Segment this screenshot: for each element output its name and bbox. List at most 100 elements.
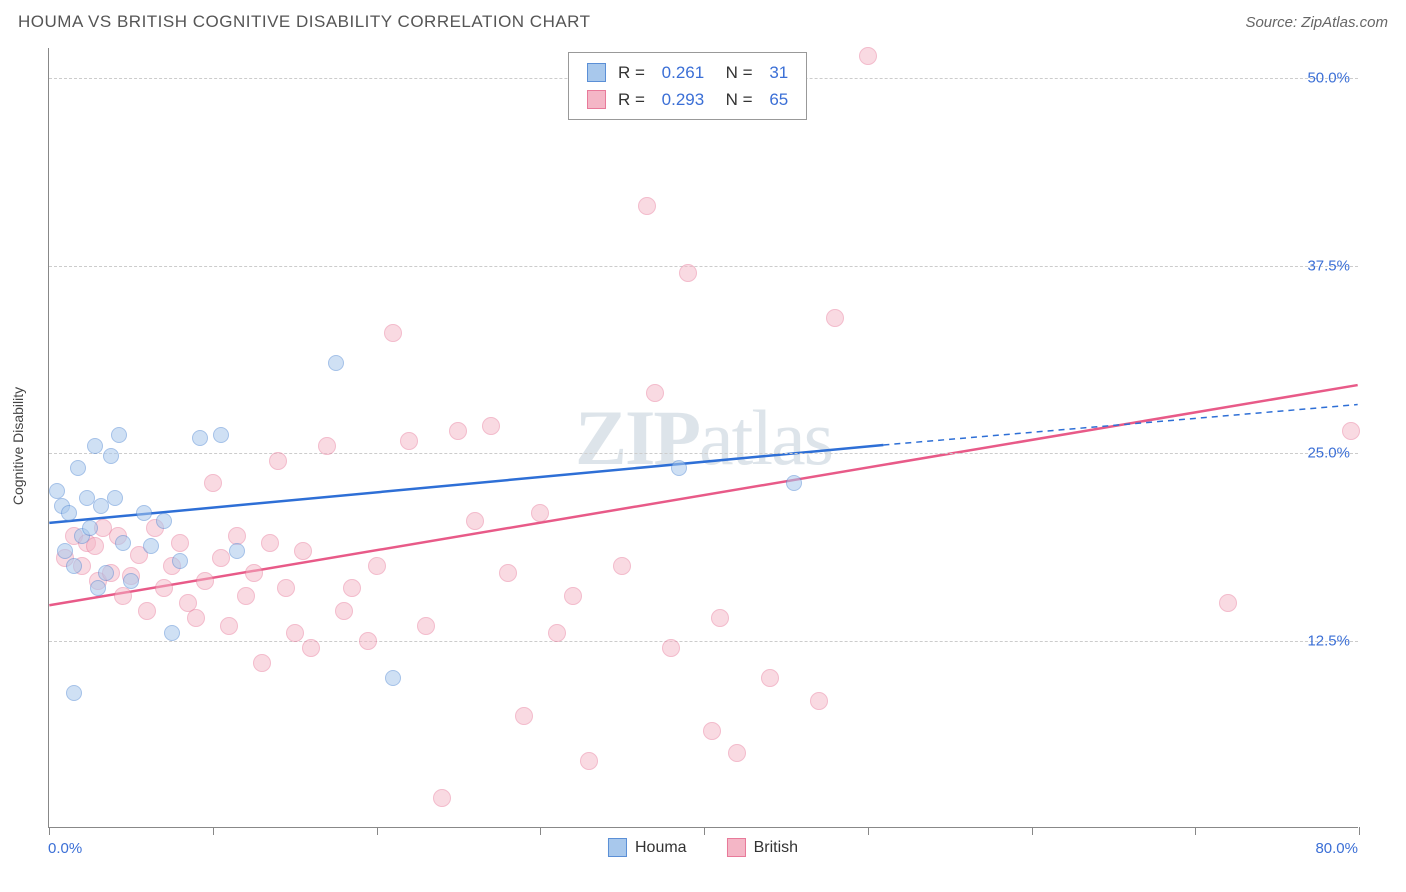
data-point-british [761,669,779,687]
data-point-british [449,422,467,440]
data-point-houma [90,580,106,596]
data-point-houma [123,573,139,589]
data-point-british [302,639,320,657]
grid-line [49,453,1358,454]
data-point-british [294,542,312,560]
data-point-british [548,624,566,642]
data-point-houma [143,538,159,554]
data-point-houma [49,483,65,499]
data-point-british [204,474,222,492]
data-point-houma [66,685,82,701]
data-point-british [662,639,680,657]
data-point-british [253,654,271,672]
data-point-british [433,789,451,807]
x-tick [540,827,541,835]
data-point-houma [115,535,131,551]
data-point-british [237,587,255,605]
data-point-british [859,47,877,65]
trend-lines [49,48,1358,827]
data-point-houma [82,520,98,536]
data-point-british [114,587,132,605]
data-point-houma [79,490,95,506]
x-tick [1359,827,1360,835]
data-point-british [613,557,631,575]
x-tick [1195,827,1196,835]
y-axis-label: Cognitive Disability [10,387,26,505]
data-point-houma [671,460,687,476]
data-point-british [220,617,238,635]
x-tick [1032,827,1033,835]
data-point-houma [103,448,119,464]
swatch-houma-bottom [608,838,627,857]
x-origin-label: 0.0% [48,840,82,857]
data-point-british [810,692,828,710]
data-point-british [728,744,746,762]
data-point-british [1219,594,1237,612]
data-point-houma [107,490,123,506]
data-point-british [359,632,377,650]
data-point-british [261,534,279,552]
stats-legend: R = 0.261 N = 31 R = 0.293 N = 65 [568,52,807,120]
data-point-british [646,384,664,402]
data-point-british [196,572,214,590]
data-point-houma [229,543,245,559]
data-point-houma [192,430,208,446]
x-tick [868,827,869,835]
data-point-houma [136,505,152,521]
data-point-houma [213,427,229,443]
data-point-british [343,579,361,597]
data-point-british [286,624,304,642]
y-tick-label: 25.0% [1307,445,1350,462]
swatch-british-bottom [727,838,746,857]
data-point-british [400,432,418,450]
data-point-british [515,707,533,725]
data-point-british [703,722,721,740]
swatch-houma [587,63,606,82]
data-point-houma [385,670,401,686]
data-point-british [564,587,582,605]
legend-item-houma: Houma [608,838,687,857]
data-point-british [318,437,336,455]
data-point-houma [786,475,802,491]
data-point-british [187,609,205,627]
swatch-british [587,90,606,109]
data-point-houma [156,513,172,529]
y-tick-label: 50.0% [1307,70,1350,87]
data-point-british [826,309,844,327]
source-attribution: Source: ZipAtlas.com [1245,14,1388,31]
grid-line [49,266,1358,267]
stats-row-houma: R = 0.261 N = 31 [587,59,788,86]
data-point-houma [57,543,73,559]
data-point-british [171,534,189,552]
data-point-british [679,264,697,282]
stats-row-british: R = 0.293 N = 65 [587,86,788,113]
data-point-british [269,452,287,470]
scatter-chart: ZIPatlas 12.5%25.0%37.5%50.0% [48,48,1358,828]
x-tick [213,827,214,835]
data-point-houma [172,553,188,569]
data-point-houma [98,565,114,581]
data-point-british [417,617,435,635]
data-point-houma [328,355,344,371]
data-point-british [335,602,353,620]
data-point-british [384,324,402,342]
data-point-british [531,504,549,522]
legend-item-british: British [727,838,798,857]
data-point-houma [87,438,103,454]
y-tick-label: 37.5% [1307,257,1350,274]
data-point-houma [164,625,180,641]
chart-title: HOUMA VS BRITISH COGNITIVE DISABILITY CO… [18,12,591,32]
data-point-british [499,564,517,582]
data-point-british [368,557,386,575]
data-point-british [245,564,263,582]
x-tick [377,827,378,835]
data-point-houma [70,460,86,476]
data-point-british [138,602,156,620]
data-point-houma [111,427,127,443]
data-point-british [212,549,230,567]
data-point-british [155,579,173,597]
series-legend: Houma British [608,838,798,857]
x-tick [49,827,50,835]
data-point-british [466,512,484,530]
x-max-label: 80.0% [1315,840,1358,857]
